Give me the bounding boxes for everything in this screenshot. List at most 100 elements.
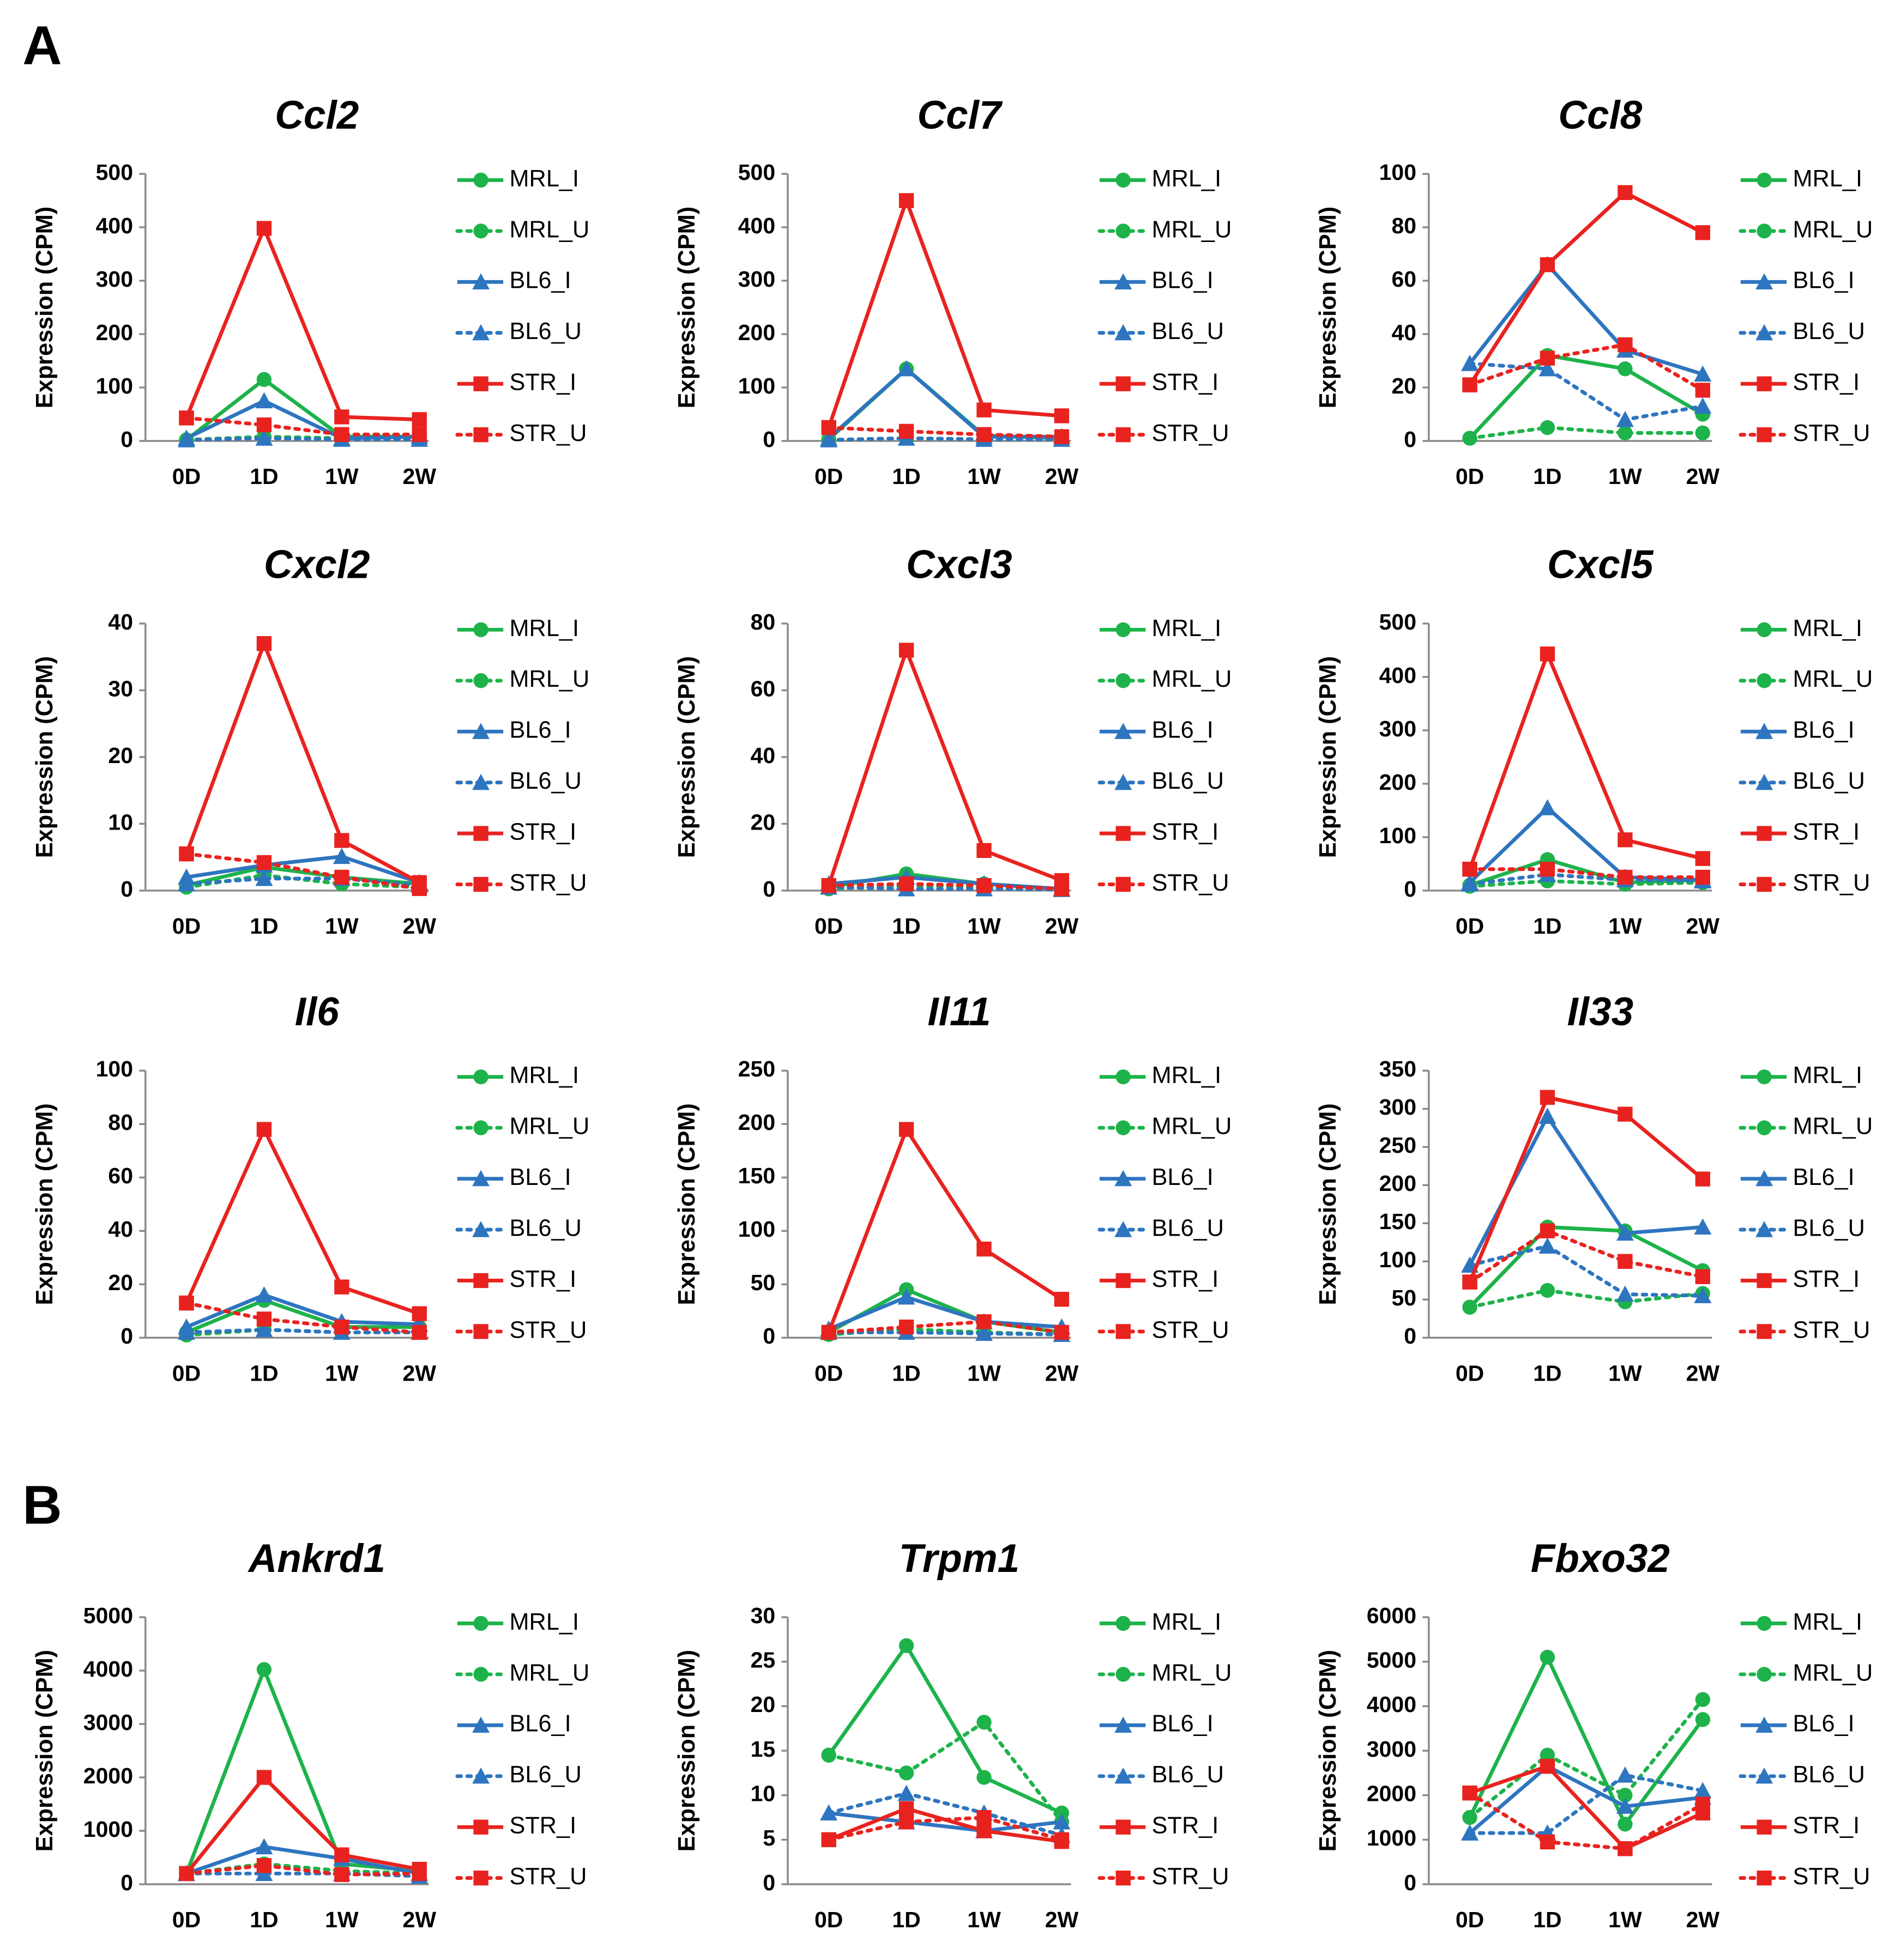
data-point	[334, 1320, 349, 1335]
legend-label: MRL_I	[1152, 166, 1221, 192]
y-axis-label: Expression (CPM)	[674, 656, 700, 858]
legend-label: MRL_U	[1793, 1114, 1873, 1140]
series-line	[184, 1864, 421, 1877]
series-line	[184, 416, 421, 437]
data-point	[334, 1847, 349, 1862]
legend-marker	[473, 1273, 488, 1288]
series-line	[1469, 1764, 1704, 1851]
legend-marker	[473, 622, 488, 638]
y-tick-label: 60	[1391, 267, 1416, 292]
data-point	[1461, 1824, 1479, 1841]
y-tick-label: 150	[1379, 1209, 1416, 1234]
x-tick-label: 0D	[814, 464, 843, 489]
y-tick-label: 0	[1404, 876, 1416, 902]
legend-label: BL6_I	[510, 1164, 571, 1190]
data-point	[821, 1324, 836, 1340]
series-line	[1468, 649, 1704, 870]
legend-label: BL6_I	[1793, 1164, 1855, 1190]
series-line	[1468, 262, 1704, 376]
legend-marker	[1757, 376, 1772, 391]
data-point	[898, 424, 914, 439]
y-tick-label: 500	[738, 160, 775, 185]
data-point	[1540, 862, 1555, 877]
legend-marker	[1757, 427, 1772, 443]
y-tick-label: 5000	[1367, 1648, 1416, 1673]
legend-marker	[1114, 773, 1132, 790]
y-tick-label: 0	[120, 427, 133, 452]
y-tick-label: 4000	[1367, 1692, 1416, 1717]
series-line	[184, 876, 421, 887]
legend-label: STR_U	[1152, 1317, 1229, 1343]
legend-marker	[473, 1819, 488, 1835]
legend-marker	[1115, 1870, 1131, 1886]
y-tick-label: 350	[1379, 1056, 1416, 1081]
legend-marker	[472, 1221, 490, 1237]
legend-marker	[1757, 622, 1772, 638]
y-tick-label: 300	[96, 267, 133, 292]
series-line	[1468, 1791, 1705, 1851]
x-tick-label: 1W	[325, 464, 359, 489]
legend-label: MRL_U	[510, 1660, 590, 1686]
legend-marker	[472, 723, 490, 739]
data-point	[820, 431, 838, 447]
series-line	[1468, 343, 1705, 392]
series-line	[1468, 353, 1704, 440]
x-tick-label: 1D	[892, 1360, 920, 1386]
legend-marker	[1757, 1616, 1772, 1631]
legend-label: BL6_I	[510, 268, 571, 294]
y-tick-label: 400	[1379, 663, 1416, 688]
data-point	[255, 392, 273, 409]
y-tick-label: 4000	[83, 1656, 133, 1681]
legend-marker	[1115, 223, 1131, 239]
data-point	[898, 1320, 914, 1335]
data-point	[334, 1279, 349, 1294]
y-tick-label: 30	[108, 676, 133, 701]
x-tick-label: 2W	[403, 1360, 437, 1386]
y-tick-label: 10	[751, 1781, 776, 1806]
y-tick-label: 0	[763, 427, 775, 452]
series-line	[1468, 361, 1705, 422]
y-tick-label: 10	[108, 809, 133, 834]
data-point	[256, 417, 272, 433]
data-point	[898, 1801, 914, 1816]
y-tick-label: 0	[120, 1870, 133, 1895]
series-line	[185, 398, 420, 440]
x-tick-label: 2W	[1686, 1907, 1720, 1932]
x-tick-label: 1W	[1608, 914, 1642, 939]
legend-marker	[1755, 1767, 1773, 1784]
y-tick-label: 40	[108, 1217, 133, 1242]
legend-label: MRL_I	[1152, 615, 1221, 642]
x-tick-label: 2W	[1045, 464, 1079, 489]
legend-marker	[1115, 1819, 1131, 1835]
x-tick-label: 1W	[1608, 1360, 1642, 1386]
data-point	[1054, 1324, 1070, 1340]
x-tick-label: 1D	[1533, 914, 1561, 939]
data-point	[1462, 1810, 1477, 1825]
data-point	[179, 846, 194, 862]
data-point	[976, 1241, 992, 1257]
y-tick-label: 2000	[83, 1763, 133, 1788]
series-line	[1468, 1773, 1705, 1835]
series-line	[826, 426, 1064, 439]
legend-label: BL6_U	[1152, 1215, 1224, 1241]
y-tick-label: 400	[96, 213, 133, 238]
series-line	[1468, 1112, 1703, 1266]
legend-marker	[1115, 826, 1131, 841]
series-line	[826, 1125, 1063, 1333]
chart: Il6 Expression (CPM) 0 20 40 60 80 100 0D 1D 1W 2W M…	[32, 990, 589, 1386]
legend-label: STR_U	[510, 420, 587, 446]
data-point	[821, 878, 836, 893]
legend-marker	[473, 172, 488, 188]
legend-label: STR_I	[510, 1266, 577, 1292]
series-line	[184, 1871, 421, 1878]
data-point	[1538, 360, 1556, 377]
series-line	[185, 1774, 420, 1875]
data-point	[255, 429, 273, 446]
x-tick-label: 1D	[1533, 1360, 1561, 1386]
data-point	[1695, 1712, 1711, 1727]
legend-label: BL6_I	[1152, 717, 1214, 743]
data-point	[256, 855, 272, 870]
legend-marker	[473, 1616, 488, 1631]
y-tick-label: 60	[108, 1163, 133, 1188]
